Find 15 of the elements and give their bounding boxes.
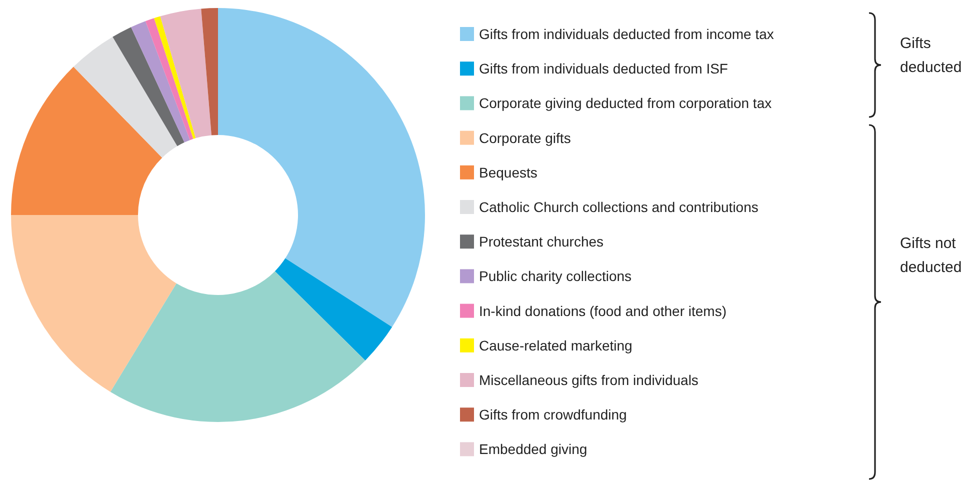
legend-label: In-kind donations (food and other items) [479, 302, 726, 319]
text: Gifts deducted [900, 34, 963, 78]
legend-label: Cause-related marketing [479, 337, 632, 354]
legend-label: Gifts from individuals deducted from income tax [479, 26, 774, 42]
legend-label: Protestant churches [479, 234, 604, 250]
legend-label: Gifts from crowdfunding [479, 406, 627, 423]
text: Gifts not deducted [900, 234, 963, 278]
legend-label: Catholic Church collections and contributions [479, 199, 758, 215]
legend-label: Bequests [479, 164, 538, 180]
legend-label: Corporate giving deducted from corporation tax [479, 95, 772, 112]
legend-label: Corporate gifts [479, 130, 571, 146]
legend-label: Gifts from individuals deducted from ISF [479, 60, 728, 77]
legend-label: Embedded giving [479, 441, 588, 458]
legend-label: Public charity collections [479, 268, 632, 284]
legend-label: Miscellaneous gifts from individuals [479, 372, 698, 388]
